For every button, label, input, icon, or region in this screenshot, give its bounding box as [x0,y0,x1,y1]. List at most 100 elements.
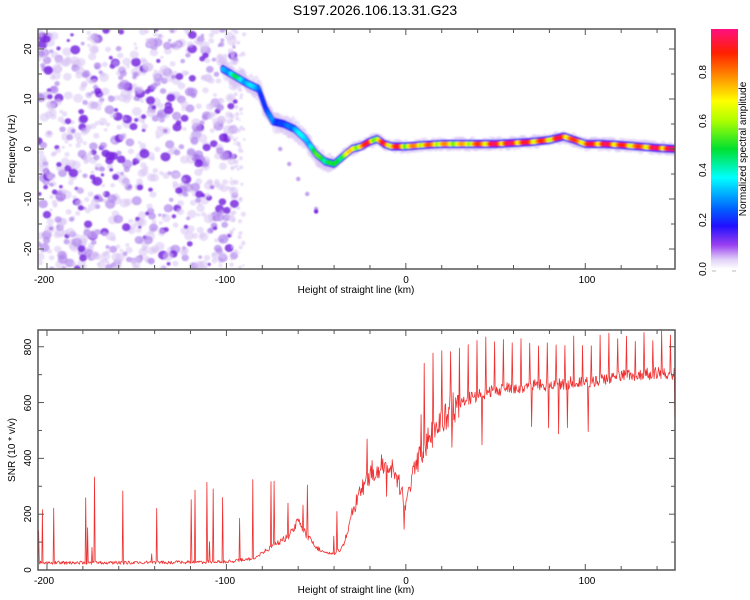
top-ytick-label-2: 0 [23,146,34,152]
noise-blob [150,83,158,90]
noise-blob [197,202,202,206]
noise-blob [201,114,209,121]
noise-blob [172,123,182,132]
noise-blob [79,254,87,262]
noise-blob [98,117,108,126]
noise-blob [230,167,234,170]
noise-blob [205,160,211,165]
noise-blob [232,60,237,65]
noise-blob [77,169,82,173]
noise-blob [48,255,55,261]
noise-blob [242,138,246,141]
noise-blob [50,152,56,157]
noise-blob [108,55,113,60]
noise-blob [82,100,88,105]
noise-blob [206,65,214,73]
noise-blob [161,214,171,223]
noise-blob [86,30,91,35]
noise-blob [242,32,247,37]
noise-blob [66,134,74,141]
noise-blob [44,224,56,234]
noise-blob [101,149,110,157]
noise-blob [192,232,199,239]
noise-blob [109,152,118,161]
bottom-xtick-label-0: -200 [34,576,54,587]
noise-blob [218,133,229,142]
noise-blob [78,109,85,115]
noise-blob [100,173,105,177]
noise-blob [160,65,170,74]
noise-blob [212,226,218,231]
noise-blob [220,38,225,42]
noise-blob [39,112,50,122]
noise-blob [223,206,231,214]
noise-blob [89,142,98,151]
noise-blob [232,42,235,46]
noise-blob [95,166,99,171]
noise-blob [183,224,189,229]
noise-blob [190,182,201,192]
noise-blob [150,245,160,253]
noise-blob [215,78,222,84]
noise-blob [178,144,185,150]
noise-blob [118,29,125,35]
noise-blob [229,113,235,119]
noise-blob [139,29,147,36]
noise-blob [184,231,194,241]
noise-blob [208,102,215,109]
noise-blob [38,252,45,261]
noise-blob [38,55,42,62]
noise-blob [163,105,174,115]
noise-blob [73,93,84,103]
noise-blob [122,116,128,121]
noise-blob [180,58,186,64]
noise-blob [87,191,94,197]
noise-blob [238,245,243,250]
noise-blob [115,46,122,52]
noise-blob [181,177,186,182]
branch-blob [287,161,292,167]
noise-blob [75,66,85,75]
noise-blob [236,41,241,45]
noise-blob [46,218,55,225]
noise-blob [135,227,142,233]
noise-blob [105,263,113,269]
top-xtick-label-3: 100 [579,275,596,286]
noise-blob [230,177,233,180]
snr-ticks [38,330,675,571]
noise-blob [239,197,243,200]
noise-blob [136,86,144,93]
noise-blob [113,95,120,101]
noise-blob [229,118,234,123]
noise-blob [134,118,139,122]
noise-blob [229,130,233,135]
noise-blob [94,204,101,210]
noise-blob [87,150,93,156]
noise-blob [157,102,164,109]
noise-blob [145,38,156,47]
colorbar-label: Normalized spectral amplitude [738,81,749,216]
noise-blob [236,167,240,171]
noise-blob [239,125,244,130]
noise-blob [101,183,106,188]
noise-blob [98,70,103,75]
noise-blob [210,29,221,35]
noise-blob [98,197,104,202]
noise-blob [38,50,45,58]
noise-blob [207,77,215,84]
noise-blob [185,52,191,58]
noise-blob [51,71,61,80]
noise-blob [207,262,211,266]
noise-blob [39,141,48,149]
noise-blob [208,38,215,44]
noise-blob [99,142,108,149]
noise-blob [99,72,109,82]
noise-blob [237,235,242,239]
noise-blob [89,34,94,38]
branch-blob [313,209,319,214]
noise-blob [212,118,221,126]
noise-blob [112,60,119,67]
noise-blob [38,164,49,174]
noise-blob [238,219,242,224]
noise-blob [207,113,214,120]
